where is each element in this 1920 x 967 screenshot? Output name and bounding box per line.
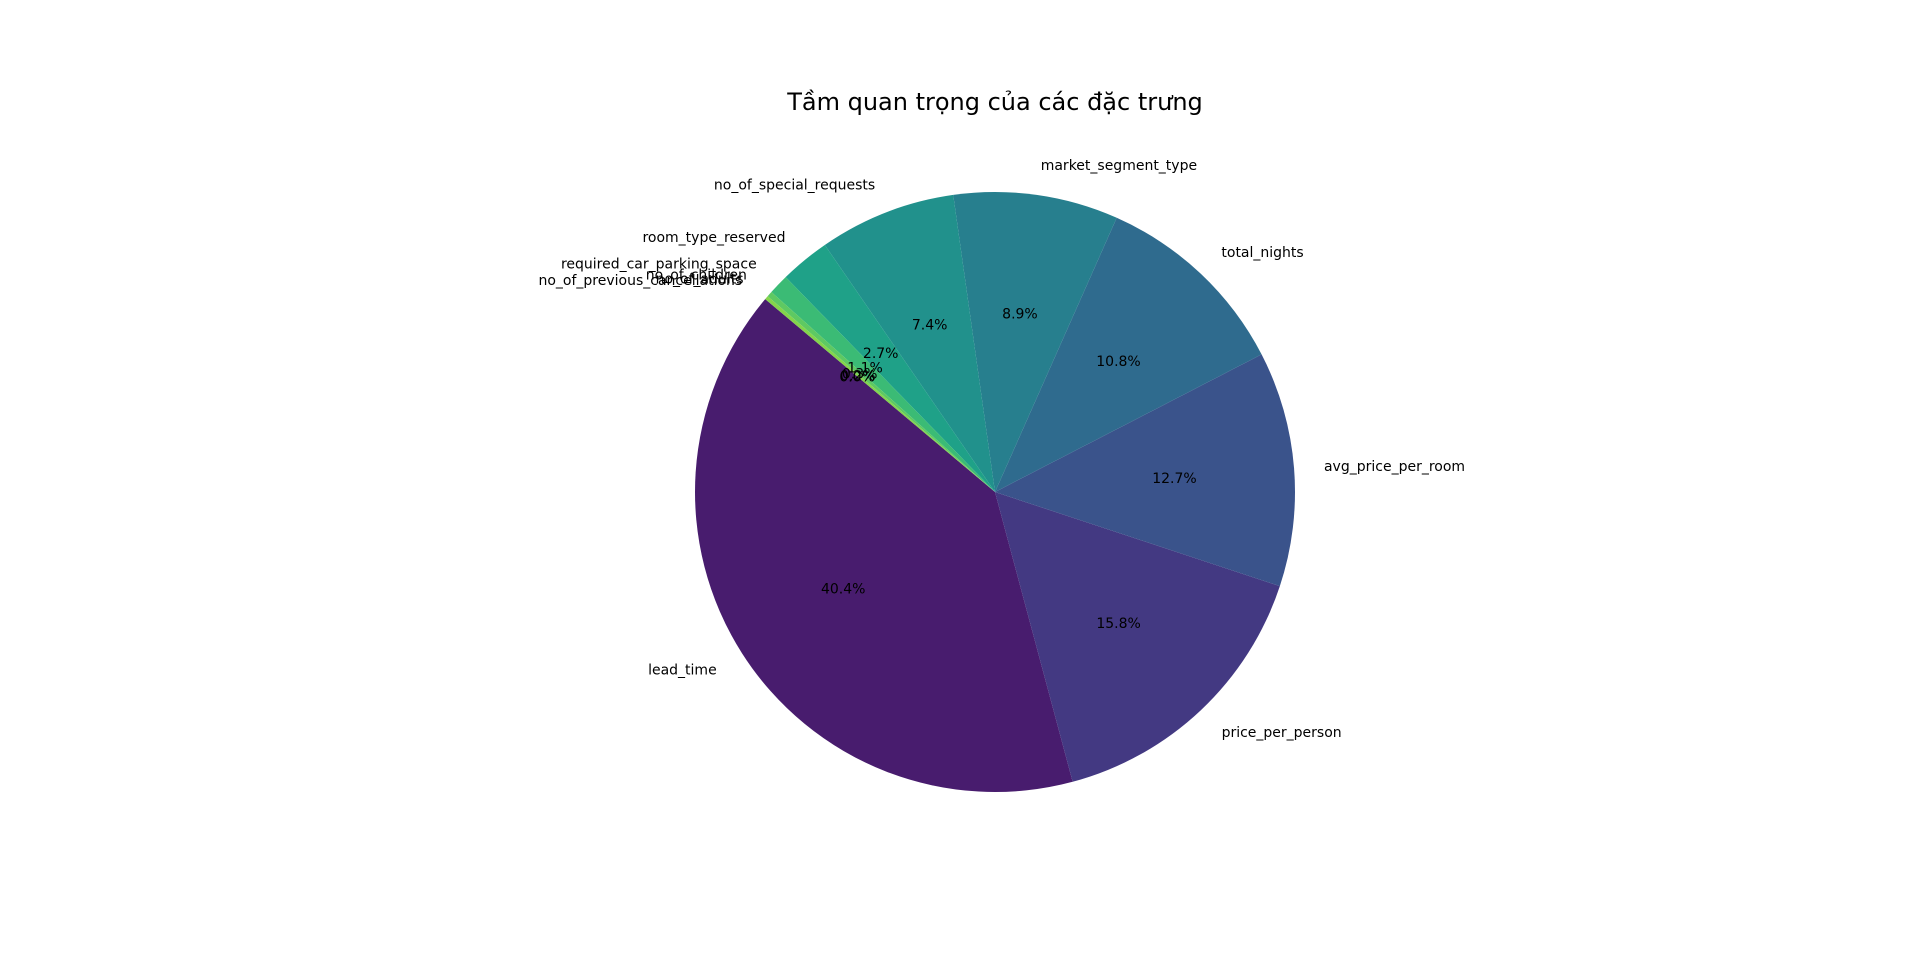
- slice-label-price-per-person: price_per_person: [1222, 725, 1342, 741]
- slice-label-avg-price-per-room: avg_price_per_room: [1324, 459, 1465, 475]
- chart-title: Tầm quan trọng của các đặc trưng: [786, 88, 1203, 116]
- pct-label-no-of-adults: 0.2%: [840, 368, 876, 384]
- pie-slice-lead-time: [695, 299, 1073, 792]
- pie-slice-no-of-children: [767, 292, 995, 492]
- pct-label-no-of-special-requests: 7.4%: [912, 317, 948, 333]
- pct-label-no-of-previous-cancellations: 0.0%: [839, 369, 875, 385]
- slice-label-room-type-reserved: room_type_reserved: [642, 230, 785, 246]
- slice-label-no-of-children: no_of_children: [646, 267, 747, 283]
- slice-labels: lead_time price_per_person avg_price_per_r…: [538, 158, 1465, 741]
- pct-label-price-per-person: 15.8%: [1096, 616, 1140, 632]
- pct-label-avg-price-per-room: 12.7%: [1152, 471, 1196, 487]
- pie-slice-avg-price-per-room: [995, 354, 1295, 587]
- percentage-labels: 40.4% 15.8% 12.7% 10.8% 8.9% 7.4% 2.7%1.1%0.3%…: [821, 307, 1197, 632]
- pie-slice-market-segment-type: [953, 191, 1117, 492]
- pie-slice-room-type-reserved: [785, 244, 995, 492]
- slice-label-total-nights: total_nights: [1221, 245, 1303, 261]
- slice-label-no-of-special-requests: no_of_special_requests: [714, 178, 875, 194]
- slice-label-lead-time: lead_time: [648, 662, 717, 678]
- pie-slice-no-of-adults: [765, 296, 995, 492]
- slice-label-market-segment-type: market_segment_type: [1041, 158, 1197, 174]
- pie-slice-total-nights: [995, 217, 1262, 492]
- pie-slice-price-per-person: [995, 492, 1280, 782]
- pct-label-room-type-reserved: 2.7%: [863, 346, 899, 362]
- pie-slice-required-car-parking-space: [771, 277, 995, 492]
- pct-label-no-of-children: 0.3%: [842, 366, 878, 382]
- pct-label-required-car-parking-space: 1.1%: [847, 360, 883, 376]
- pct-label-total-nights: 10.8%: [1096, 354, 1140, 370]
- pct-label-market-segment-type: 8.9%: [1002, 307, 1038, 323]
- slice-label-no-of-adults: no_of_adults: [656, 271, 744, 287]
- slice-label-required-car-parking-space: required_car_parking_space: [561, 257, 757, 273]
- pct-label-lead-time: 40.4%: [821, 582, 865, 598]
- pie-slices: [695, 191, 1295, 792]
- slice-label-no-of-previous-cancellations: no_of_previous_cancellations: [538, 273, 742, 289]
- pie-slice-no-of-special-requests: [824, 194, 995, 492]
